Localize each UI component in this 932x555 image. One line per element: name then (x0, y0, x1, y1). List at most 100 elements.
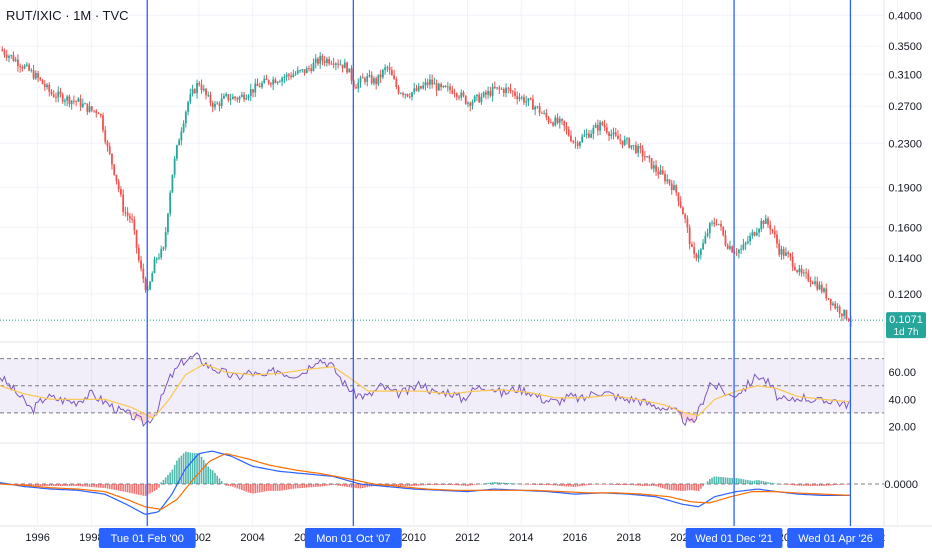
macd-histogram-bar (603, 484, 606, 485)
candle-body (305, 68, 308, 74)
candle-body (153, 259, 156, 274)
candle-body (187, 102, 189, 112)
candle-body (565, 126, 568, 130)
time-axis-label: 2012 (455, 532, 479, 544)
candle-body (825, 288, 828, 299)
candle-body (838, 306, 841, 314)
macd-histogram-bar (70, 484, 73, 487)
macd-histogram-bar (335, 484, 337, 486)
macd-histogram-bar (543, 484, 545, 486)
date-marker-badge[interactable] (304, 528, 402, 548)
candle-body (285, 74, 288, 78)
candle-body (404, 94, 407, 95)
macd-histogram-bar (361, 484, 364, 489)
macd-histogram-bar (285, 484, 288, 490)
candle-body (126, 212, 129, 216)
candle-body (648, 156, 651, 159)
candle-body (796, 270, 799, 273)
macd-histogram-bar (541, 484, 543, 486)
macd-histogram-bar (323, 484, 326, 487)
macd-histogram-bar (708, 479, 711, 484)
candle-body (281, 78, 284, 82)
candle-body (422, 85, 425, 89)
macd-histogram-bar (270, 484, 272, 491)
candle-body (290, 75, 292, 78)
macd-histogram-bar (319, 484, 321, 487)
macd-histogram-bar (514, 483, 516, 485)
candle-body (489, 91, 492, 96)
macd-histogram-bar (411, 484, 413, 487)
macd-histogram-bar (160, 482, 163, 484)
candle-body (767, 218, 769, 225)
candle-body (420, 86, 422, 89)
date-marker-badge[interactable] (787, 528, 884, 548)
macd-histogram-bar (673, 484, 675, 491)
macd-histogram-bar (422, 484, 424, 486)
candle-body (496, 87, 498, 89)
macd-histogram-bar (834, 484, 836, 486)
macd-histogram-bar (438, 484, 440, 486)
macd-histogram-bar (214, 472, 216, 484)
macd-histogram-bar (740, 478, 742, 484)
candle-body (715, 224, 718, 225)
symbol-title[interactable]: RUT/IXIC · 1M · TVC (6, 8, 129, 23)
candle-body (614, 132, 617, 136)
candle-body (377, 74, 380, 85)
candle-body (695, 253, 698, 259)
macd-histogram-bar (288, 484, 290, 490)
macd-histogram-bar (129, 484, 131, 493)
candle-body (749, 235, 752, 242)
macd-histogram-bar (487, 482, 489, 484)
candle-body (272, 79, 275, 85)
macd-histogram-bar (41, 484, 44, 487)
date-marker-badge[interactable] (685, 528, 783, 548)
time-axis-label: 2004 (240, 532, 264, 544)
macd-histogram-bar (191, 453, 194, 484)
candle-body (97, 113, 100, 114)
macd-histogram-bar (391, 484, 393, 487)
candle-body (245, 98, 248, 100)
candle-body (724, 235, 727, 246)
candle-body (798, 268, 801, 273)
macd-histogram-bar (144, 484, 147, 496)
macd-histogram-bar (28, 484, 30, 487)
macd-histogram-bar (393, 484, 395, 487)
candle-body (59, 91, 62, 95)
candle-body (623, 139, 626, 145)
macd-histogram-bar (666, 484, 669, 490)
candle-body (599, 122, 601, 131)
candle-body (43, 84, 46, 88)
macd-histogram-bar (104, 484, 107, 489)
candle-body (621, 140, 624, 145)
date-marker-badge[interactable] (98, 528, 196, 548)
macd-histogram-bar (330, 484, 333, 486)
macd-histogram-bar (695, 484, 698, 491)
macd-histogram-bar (498, 482, 501, 484)
candle-body (198, 83, 201, 85)
macd-histogram-bar (364, 484, 366, 488)
macd-histogram-bar (762, 481, 765, 484)
macd-histogram-bar (592, 484, 595, 485)
candle-body (64, 100, 66, 102)
candle-body (406, 94, 409, 97)
macd-histogram-bar (496, 482, 498, 484)
marker-labels: Tue 01 Feb '00 Mon 01 Oct '07 Wed 01 Dec '… (98, 528, 884, 548)
macd-histogram-bar (344, 484, 346, 487)
macd-histogram-bar (491, 482, 494, 484)
candle-body (413, 88, 416, 93)
candle-body (511, 91, 514, 93)
macd-histogram-bar (700, 484, 702, 489)
macd-histogram-bar (265, 484, 268, 492)
macd-histogram-bar (413, 484, 416, 486)
macd-histogram-bar (825, 484, 828, 486)
macd-histogram-bar (328, 484, 330, 486)
macd-histogram-bar (43, 484, 46, 487)
candle-body (99, 113, 102, 116)
candle-body (61, 94, 64, 102)
candle-body (697, 254, 700, 259)
macd-histogram-bar (619, 484, 622, 486)
macd-axis-label: 0.0000 (884, 479, 918, 491)
macd-histogram-bar (350, 484, 353, 488)
macd-histogram-bar (800, 484, 803, 486)
